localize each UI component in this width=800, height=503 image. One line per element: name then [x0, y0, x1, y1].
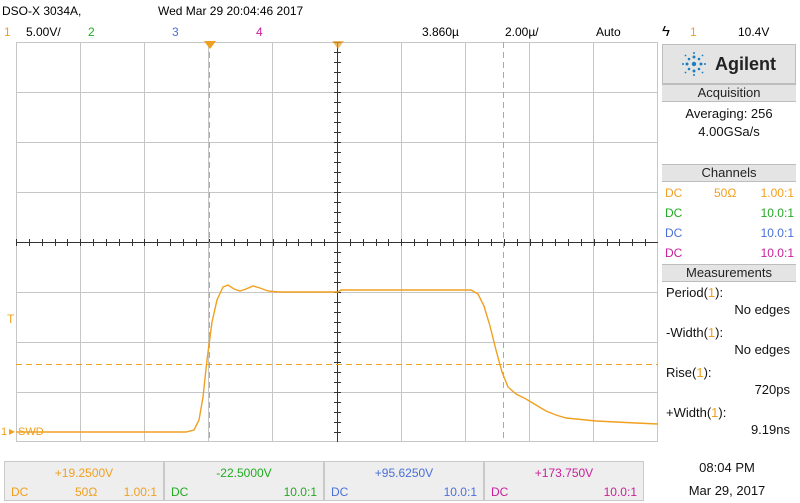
channel-coupling: DC	[665, 246, 683, 260]
delay-reference-marker[interactable]	[332, 41, 344, 49]
channels-title[interactable]: Channels	[662, 164, 796, 182]
trigger-position-marker[interactable]	[204, 41, 216, 49]
measurement-name: +Width	[666, 405, 707, 420]
footer-channel-2[interactable]: -22.5000V DC 10.0:1	[164, 461, 324, 501]
clock-date: Mar 29, 2017	[688, 483, 766, 498]
channel-probe: 1.00:1	[760, 186, 794, 200]
trigger-edge-icon: ϟ	[662, 23, 670, 40]
channel-probe: 10.0:1	[760, 206, 794, 220]
acquisition-title[interactable]: Acquisition	[662, 84, 796, 102]
brand-name: Agilent	[715, 54, 776, 74]
measurement-value: No edges	[734, 302, 790, 317]
channel-probe: 10.0:1	[760, 246, 794, 260]
trigger-mode[interactable]: Auto	[596, 25, 621, 39]
channel-row-1[interactable]: DC 50Ω 1.00:1	[662, 183, 796, 203]
channel-row-2[interactable]: DC 10.0:1	[662, 203, 796, 223]
measurement-value: No edges	[734, 342, 790, 357]
ch4-number[interactable]: 4	[256, 25, 263, 39]
channel-coupling: DC	[491, 485, 509, 499]
sidebar: Agilent Acquisition Averaging: 256 4.00G…	[660, 42, 800, 442]
measurement-name: Period	[666, 285, 704, 300]
measurement-source: 1	[707, 285, 716, 300]
channel-offset: +95.6250V	[374, 466, 434, 480]
measurement-source: 1	[711, 405, 719, 420]
footer-channel-3[interactable]: +95.6250V DC 10.0:1	[324, 461, 484, 501]
waveform-graticule	[16, 42, 658, 442]
measurement-name: -Width	[666, 325, 704, 340]
channel-scale-bar: 1 5.00V/ 2 3 4 3.860µ 2.00µ/ Auto ϟ 1 10…	[0, 22, 800, 42]
channel-coupling: DC	[171, 485, 189, 499]
channel-probe: 10.0:1	[443, 485, 477, 499]
channel-row-4[interactable]: DC 10.0:1	[662, 243, 796, 263]
clock-time: 08:04 PM	[699, 460, 755, 475]
channel-probe: 10.0:1	[760, 226, 794, 240]
channel-coupling: DC	[665, 186, 683, 200]
delay-value[interactable]: 3.860µ	[422, 25, 459, 39]
trigger-channel[interactable]: 1	[690, 25, 697, 39]
channel-coupling: DC	[665, 206, 683, 220]
channel-probe: 1.00:1	[123, 485, 157, 499]
channel-coupling: DC	[11, 485, 29, 499]
measurement-negative-width[interactable]: -Width(1): No edges	[662, 325, 796, 357]
footer-channel-1[interactable]: +19.2500V DC 50Ω 1.00:1	[4, 461, 164, 501]
channel-offset: -22.5000V	[216, 466, 272, 480]
channel-impedance: 50Ω	[75, 485, 98, 499]
channel-probe: 10.0:1	[283, 485, 317, 499]
ch1-scale[interactable]: 5.00V/	[26, 25, 61, 39]
channel-footer: +19.2500V DC 50Ω 1.00:1 -22.5000V DC 10.…	[0, 457, 800, 503]
measurements-title[interactable]: Measurements	[662, 264, 796, 282]
measurement-rise[interactable]: Rise(1): 720ps	[662, 365, 796, 397]
channel-offset: +19.2500V	[54, 466, 114, 480]
measurement-value: 720ps	[754, 382, 790, 397]
channel-offset: +173.750V	[534, 466, 594, 480]
averaging-value: Averaging: 256	[685, 106, 773, 121]
ch1-number[interactable]: 1	[4, 25, 11, 39]
measurement-positive-width[interactable]: +Width(1): 9.19ns	[662, 405, 796, 437]
trigger-level-marker[interactable]: T	[7, 312, 15, 326]
footer-channel-4[interactable]: +173.750V DC 10.0:1	[484, 461, 644, 501]
channel-coupling: DC	[331, 485, 349, 499]
channel-impedance: 50Ω	[714, 186, 737, 200]
sample-rate-value: 4.00GSa/s	[698, 124, 760, 139]
measurement-value: 9.19ns	[750, 422, 790, 437]
channel-coupling: DC	[665, 226, 683, 240]
timebase-value[interactable]: 2.00µ/	[505, 25, 539, 39]
agilent-spark-icon	[682, 52, 706, 76]
measurement-source: 1	[696, 365, 704, 380]
measurement-name: Rise	[666, 365, 693, 380]
channel-probe: 10.0:1	[603, 485, 637, 499]
ground-marker-arrow-icon: ▸	[9, 424, 16, 438]
ground-marker-channel[interactable]: 1	[1, 426, 8, 438]
status-bar: DSO-X 3034A, Wed Mar 29 20:04:46 2017	[0, 0, 660, 22]
trigger-level[interactable]: 10.4V	[738, 25, 770, 39]
datetime-label: Wed Mar 29 20:04:46 2017	[158, 4, 304, 18]
channel-row-3[interactable]: DC 10.0:1	[662, 223, 796, 243]
measurement-period[interactable]: Period(1): No edges	[662, 285, 796, 317]
model-label: DSO-X 3034A,	[2, 4, 82, 18]
measurement-source: 1	[707, 325, 716, 340]
ch3-number[interactable]: 3	[172, 25, 179, 39]
channel-label-swd: SWD	[18, 426, 44, 438]
ch2-number[interactable]: 2	[88, 25, 95, 39]
brand-logo: Agilent	[662, 44, 796, 84]
waveform-display[interactable]	[16, 41, 658, 442]
